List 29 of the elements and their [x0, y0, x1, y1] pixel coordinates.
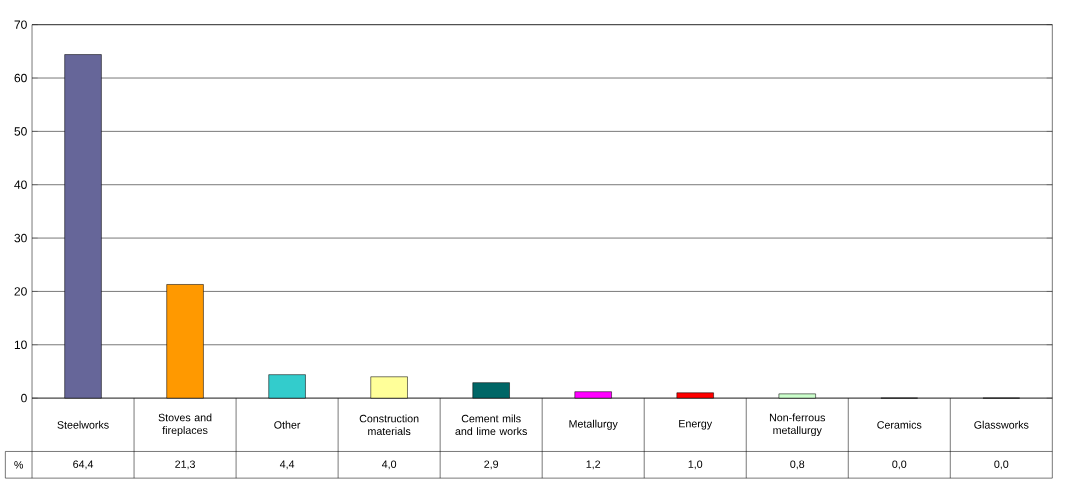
y-tick-label: 0	[21, 393, 27, 403]
data-label: 4,4	[279, 460, 295, 470]
y-tick-label: 70	[14, 20, 27, 29]
x-tick-label: Steelworks	[57, 420, 109, 429]
data-label: 0,0	[994, 460, 1009, 470]
x-tick-label: Other	[274, 420, 301, 429]
data-label: 1,2	[586, 460, 601, 470]
data-label: 64,4	[73, 460, 94, 470]
y-axis-title: %	[14, 461, 24, 469]
data-label: 0,0	[892, 460, 907, 470]
y-tick-label: 50	[14, 127, 27, 136]
data-label: 4,0	[381, 460, 397, 470]
y-tick-label: 60	[14, 73, 27, 83]
x-tick-label: Metallurgy	[569, 419, 618, 430]
x-tick-label: Stoves and fireplaces	[158, 413, 212, 437]
y-tick-label: 40	[14, 180, 27, 189]
data-label: 21,3	[175, 460, 195, 470]
x-tick-label: Energy	[679, 419, 713, 430]
x-tick-label: Non-ferrous metallurgy	[769, 413, 826, 437]
data-label: 2,9	[484, 460, 499, 470]
x-tick-label: Cement mils and lime works	[455, 414, 527, 435]
x-tick-label: Glassworks	[974, 420, 1029, 429]
data-label: 1,0	[688, 460, 703, 470]
y-tick-label: 10	[14, 340, 27, 349]
x-tick-label: Construction materials	[359, 414, 419, 435]
y-tick-label: 20	[14, 287, 27, 296]
data-label: 0,8	[790, 460, 805, 470]
y-tick-label: 30	[14, 233, 27, 243]
x-tick-label: Ceramics	[877, 420, 922, 429]
